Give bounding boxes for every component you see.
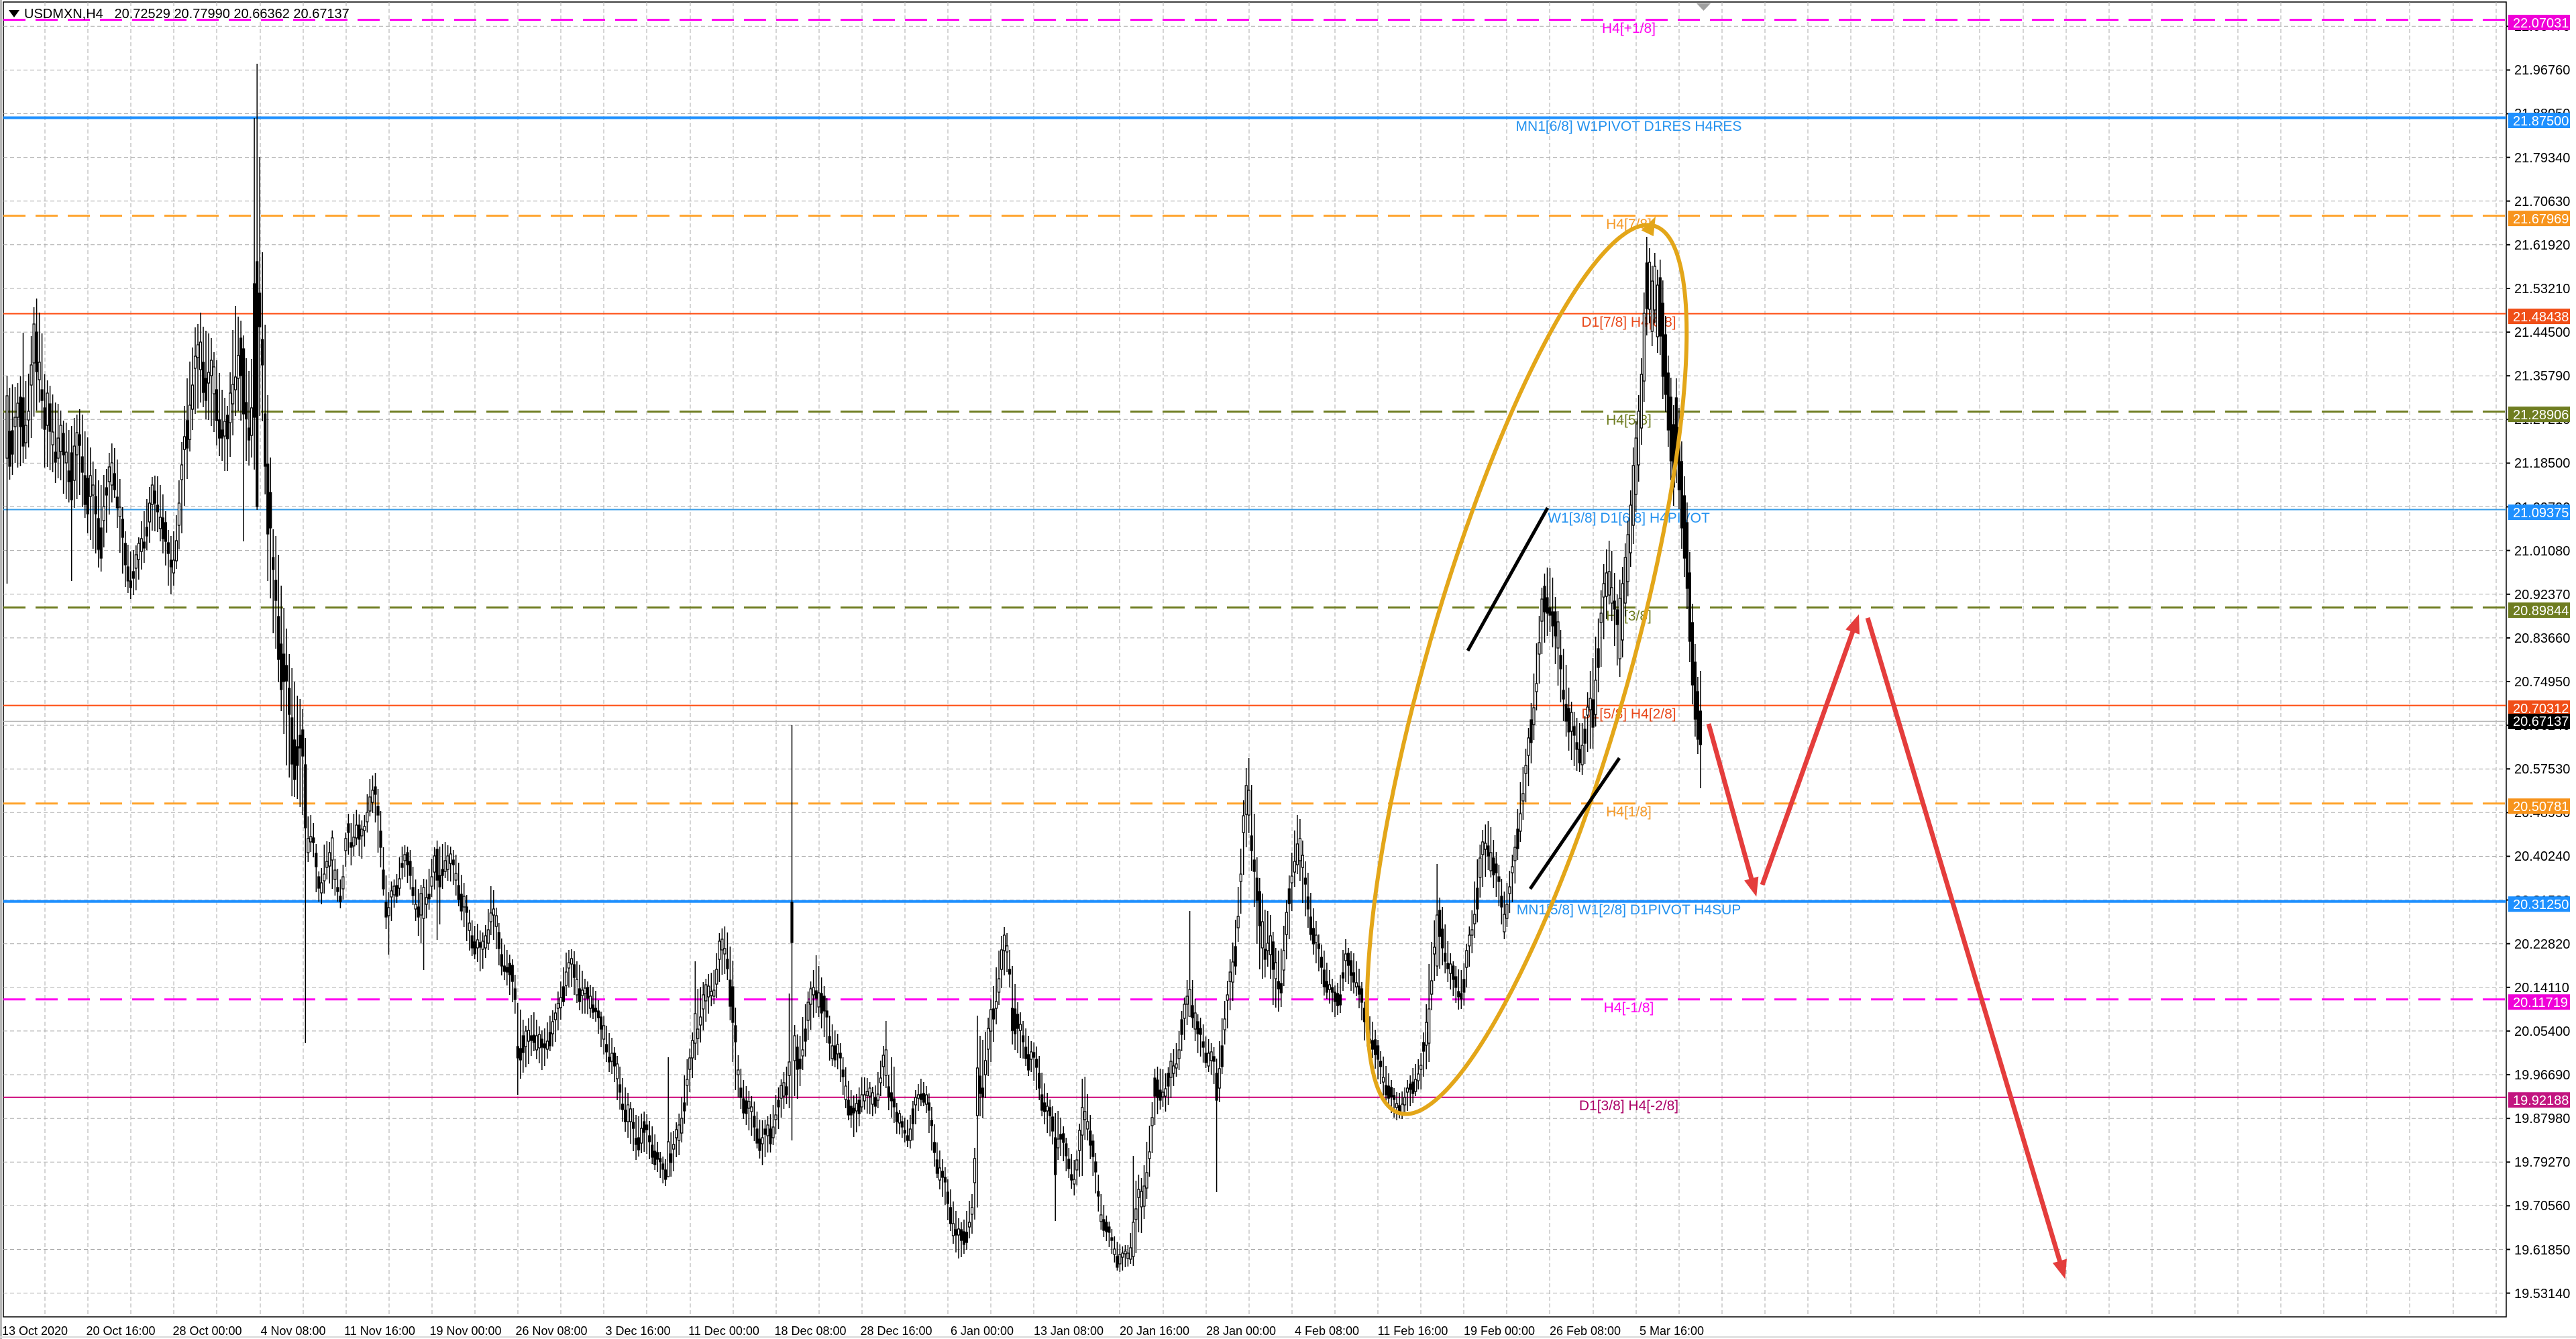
- svg-text:19.79270: 19.79270: [2514, 1155, 2570, 1170]
- svg-text:21.44500: 21.44500: [2514, 325, 2570, 340]
- svg-text:19.87980: 19.87980: [2514, 1112, 2570, 1126]
- svg-text:20.83660: 20.83660: [2514, 631, 2570, 646]
- svg-text:20.14110: 20.14110: [2514, 981, 2569, 996]
- svg-text:19.70560: 19.70560: [2514, 1199, 2570, 1214]
- svg-text:21.61920: 21.61920: [2514, 238, 2570, 253]
- svg-text:20.57530: 20.57530: [2514, 762, 2570, 777]
- svg-text:20.22820: 20.22820: [2514, 937, 2570, 952]
- svg-text:13 Oct 2020: 13 Oct 2020: [2, 1324, 68, 1338]
- svg-text:H4[5/8]: H4[5/8]: [1606, 413, 1652, 428]
- svg-text:21.09375: 21.09375: [2513, 506, 2569, 521]
- svg-text:20.11719: 20.11719: [2513, 996, 2568, 1010]
- svg-text:21.96760: 21.96760: [2514, 63, 2570, 78]
- svg-text:19.92188: 19.92188: [2513, 1093, 2569, 1108]
- svg-text:19 Feb 00:00: 19 Feb 00:00: [1464, 1324, 1535, 1338]
- svg-text:20.74950: 20.74950: [2514, 675, 2570, 690]
- svg-text:H4[7/8]: H4[7/8]: [1606, 217, 1652, 232]
- svg-text:13 Jan 08:00: 13 Jan 08:00: [1034, 1324, 1104, 1338]
- svg-text:H4[-1/8]: H4[-1/8]: [1604, 1000, 1654, 1016]
- svg-text:3 Dec 16:00: 3 Dec 16:00: [605, 1324, 670, 1338]
- svg-text:21.87500: 21.87500: [2513, 114, 2569, 129]
- svg-text:28 Oct 00:00: 28 Oct 00:00: [172, 1324, 241, 1338]
- svg-text:21.67969: 21.67969: [2513, 212, 2569, 227]
- svg-text:19.53140: 19.53140: [2514, 1287, 2570, 1301]
- svg-text:20.05400: 20.05400: [2514, 1024, 2570, 1039]
- svg-text:11 Dec 00:00: 11 Dec 00:00: [688, 1324, 759, 1338]
- svg-text:26 Nov 08:00: 26 Nov 08:00: [515, 1324, 587, 1338]
- svg-text:19.61850: 19.61850: [2514, 1243, 2570, 1258]
- svg-text:28 Jan 00:00: 28 Jan 00:00: [1206, 1324, 1276, 1338]
- svg-text:20.67137: 20.67137: [2513, 714, 2569, 729]
- svg-text:W1[3/8] D1[6/8] H4PIVOT: W1[3/8] D1[6/8] H4PIVOT: [1548, 511, 1710, 526]
- svg-text:4 Feb 08:00: 4 Feb 08:00: [1295, 1324, 1359, 1338]
- svg-text:28 Dec 16:00: 28 Dec 16:00: [860, 1324, 932, 1338]
- svg-text:21.70630: 21.70630: [2514, 195, 2570, 209]
- svg-text:21.48438: 21.48438: [2513, 310, 2569, 325]
- svg-text:22.07031: 22.07031: [2513, 16, 2569, 31]
- svg-text:21.53210: 21.53210: [2514, 282, 2570, 297]
- svg-text:21.79340: 21.79340: [2514, 151, 2570, 166]
- svg-text:21.28906: 21.28906: [2513, 408, 2569, 423]
- svg-text:18 Dec 08:00: 18 Dec 08:00: [774, 1324, 846, 1338]
- svg-text:20 Oct 16:00: 20 Oct 16:00: [86, 1324, 155, 1338]
- svg-text:MN1[5/8] W1[2/8] D1PIVOT H4SUP: MN1[5/8] W1[2/8] D1PIVOT H4SUP: [1517, 902, 1741, 918]
- svg-text:20.50781: 20.50781: [2513, 800, 2569, 814]
- svg-text:11 Feb 16:00: 11 Feb 16:00: [1378, 1324, 1448, 1338]
- svg-text:5 Mar 16:00: 5 Mar 16:00: [1640, 1324, 1704, 1338]
- svg-text:4 Nov 08:00: 4 Nov 08:00: [260, 1324, 325, 1338]
- svg-text:11 Nov 16:00: 11 Nov 16:00: [344, 1324, 415, 1338]
- svg-text:20.70312: 20.70312: [2513, 702, 2569, 716]
- svg-text:MN1[6/8] W1PIVOT D1RES H4RES: MN1[6/8] W1PIVOT D1RES H4RES: [1516, 119, 1742, 134]
- svg-text:D1[5/8] H4[2/8]: D1[5/8] H4[2/8]: [1581, 706, 1676, 722]
- svg-text:19.96690: 19.96690: [2514, 1068, 2570, 1083]
- svg-text:USDMXN,H4 20.72529 20.77990: USDMXN,H4 20.72529 20.77990 20.66362 20.…: [24, 7, 350, 21]
- svg-text:20.92370: 20.92370: [2514, 588, 2570, 602]
- svg-text:21.35790: 21.35790: [2514, 369, 2570, 384]
- svg-text:20.89844: 20.89844: [2513, 604, 2569, 619]
- svg-text:21.18500: 21.18500: [2514, 456, 2570, 471]
- svg-text:20 Jan 16:00: 20 Jan 16:00: [1120, 1324, 1189, 1338]
- svg-text:6 Jan 00:00: 6 Jan 00:00: [951, 1324, 1014, 1338]
- svg-text:21.01080: 21.01080: [2514, 544, 2570, 559]
- svg-text:D1[3/8] H4[-2/8]: D1[3/8] H4[-2/8]: [1579, 1098, 1678, 1114]
- svg-text:20.31250: 20.31250: [2513, 898, 2569, 912]
- svg-text:19 Nov 00:00: 19 Nov 00:00: [429, 1324, 501, 1338]
- svg-text:H4[1/8]: H4[1/8]: [1606, 804, 1652, 820]
- svg-text:H4[+1/8]: H4[+1/8]: [1602, 21, 1656, 36]
- svg-text:20.40240: 20.40240: [2514, 849, 2570, 864]
- svg-text:26 Feb 08:00: 26 Feb 08:00: [1550, 1324, 1621, 1338]
